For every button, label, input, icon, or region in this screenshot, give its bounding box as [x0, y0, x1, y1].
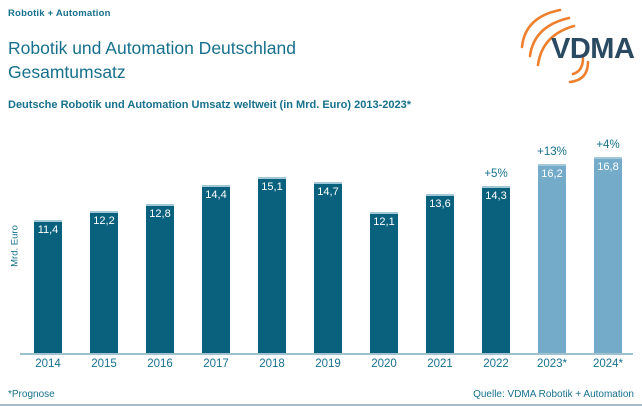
- logo-arc-inner: [536, 24, 576, 67]
- logo-text: VDMA: [551, 33, 635, 65]
- x-axis-label-2024*: 2024*: [592, 358, 624, 370]
- bar-value-label: 12,1: [373, 216, 395, 228]
- bar-value-label: 13,6: [429, 198, 451, 210]
- x-axis-label-2014: 2014: [35, 358, 61, 370]
- x-axis-label-2023*: 2023*: [536, 358, 568, 370]
- bar-value-label: 16,2: [541, 168, 563, 180]
- page-title-line1: Robotik und Automation Deutschland: [8, 38, 296, 58]
- bar-value-label: 11,4: [37, 224, 59, 236]
- bar-2017: 14,4: [202, 185, 230, 353]
- x-axis-line: [20, 353, 633, 355]
- bar-value-label: 16,8: [597, 161, 619, 173]
- bar-2015: 12,2: [90, 211, 118, 353]
- bar-2019: 14,7: [314, 182, 342, 353]
- bar-plot: 11,4 12,2 12,8 14,4 15,1 14,7 12,1 13,6 14,3 16,2…: [0, 128, 642, 353]
- bar-2024*: 16,8: [594, 157, 622, 353]
- bar-value-label: 14,4: [205, 189, 227, 201]
- x-axis-label-2017: 2017: [203, 358, 229, 370]
- x-axis-label-2016: 2016: [147, 358, 173, 370]
- x-axis-label-2021: 2021: [427, 358, 453, 370]
- growth-annotation-2024*: +4%: [596, 139, 620, 151]
- bar-chart: 11,4 12,2 12,8 14,4 15,1 14,7 12,1 13,6 14,3 16,2…: [0, 128, 642, 374]
- x-axis-label-2019: 2019: [315, 358, 341, 370]
- bar-2016: 12,8: [146, 204, 174, 353]
- bar-2022: 14,3: [482, 186, 510, 353]
- brand-label: Robotik + Automation: [8, 8, 111, 19]
- logo-arcs: [520, 8, 590, 84]
- growth-annotation-2022: +5%: [484, 168, 508, 180]
- page-title: Robotik und Automation Deutschland Gesam…: [8, 36, 296, 84]
- bar-2023*: 16,2: [538, 164, 566, 353]
- page-title-line2: Gesamtumsatz: [8, 62, 126, 82]
- bar-2020: 12,1: [370, 212, 398, 353]
- bar-value-label: 12,8: [149, 208, 171, 220]
- bar-2018: 15,1: [258, 177, 286, 353]
- bar-2014: 11,4: [34, 220, 62, 353]
- chart-subtitle: Deutsche Robotik und Automation Umsatz w…: [8, 99, 411, 111]
- x-axis-label-2018: 2018: [259, 358, 285, 370]
- logo-arc-bottom-inner: [571, 56, 585, 76]
- bar-value-label: 15,1: [261, 181, 283, 193]
- x-axis-label-2020: 2020: [371, 358, 397, 370]
- bottom-divider: [0, 404, 642, 406]
- x-axis-label-2015: 2015: [91, 358, 117, 370]
- logo-arc-outer: [520, 8, 562, 49]
- bar-value-label: 14,3: [485, 190, 507, 202]
- vdma-logo-graphic: VDMA: [520, 8, 635, 84]
- logo-arc-bottom-outer: [568, 60, 590, 84]
- logo-arc-middle: [528, 16, 571, 58]
- source-credit: Quelle: VDMA Robotik + Automation: [473, 389, 634, 400]
- bar-value-label: 12,2: [93, 215, 115, 227]
- growth-annotation-2023*: +13%: [537, 146, 567, 158]
- vdma-logo: VDMA: [505, 2, 642, 97]
- x-axis-label-2022: 2022: [483, 358, 509, 370]
- bar-value-label: 14,7: [317, 186, 339, 198]
- footnote: *Prognose: [8, 389, 55, 400]
- bar-2021: 13,6: [426, 194, 454, 353]
